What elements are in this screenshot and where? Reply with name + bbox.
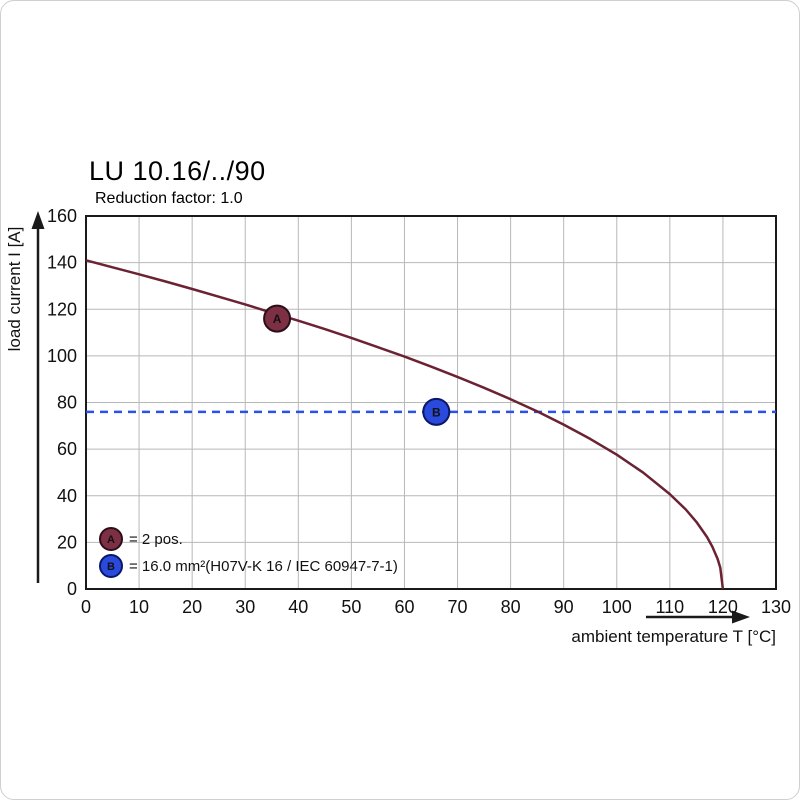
y-tick-label: 100 (47, 346, 77, 366)
x-tick-label: 120 (708, 597, 738, 617)
x-tick-label: 10 (129, 597, 149, 617)
y-tick-label: 20 (57, 532, 77, 552)
svg-text:B: B (107, 561, 115, 573)
x-axis-arrow (646, 610, 750, 624)
svg-text:A: A (107, 534, 115, 546)
derating-curve (85, 259, 725, 590)
tick-labels: 0 10 20 30 40 50 60 70 80 90 100 110 120 130 0 20 40 60 80… (47, 206, 791, 617)
x-tick-label: 0 (81, 597, 91, 617)
x-tick-label: 90 (554, 597, 574, 617)
marker-b: B (422, 397, 451, 426)
y-tick-label: 120 (47, 299, 77, 319)
legend-text: = 16.0 mm²(H07V-K 16 / IEC 60947-7-1) (129, 558, 398, 575)
legend-text: = 2 pos. (129, 531, 183, 548)
x-tick-label: 50 (341, 597, 361, 617)
x-tick-label: 110 (655, 597, 684, 617)
x-tick-label: 60 (394, 597, 414, 617)
y-tick-label: 140 (47, 253, 77, 273)
y-tick-label: 60 (57, 439, 77, 459)
x-tick-label: 70 (448, 597, 468, 617)
x-tick-label: 130 (761, 597, 791, 617)
x-tick-label: 20 (182, 597, 202, 617)
x-axis-title: ambient temperature T [°C] (571, 627, 776, 646)
x-tick-label: 100 (602, 597, 632, 617)
chart-title: LU 10.16/../90 (89, 156, 266, 186)
x-tick-label: 40 (288, 597, 308, 617)
y-axis-arrow (31, 211, 45, 583)
y-tick-label: 160 (47, 206, 77, 226)
x-tick-label: 30 (235, 597, 255, 617)
plot-frame (85, 215, 777, 590)
y-tick-label: 40 (57, 486, 77, 506)
grid-lines (86, 216, 776, 589)
marker-a: A (263, 304, 292, 333)
svg-text:B: B (432, 405, 441, 419)
chart-subtitle: Reduction factor: 1.0 (95, 190, 243, 207)
y-axis-title: load current I [A] (5, 227, 24, 352)
y-tick-label: 0 (67, 579, 77, 599)
legend-item-a: A = 2 pos. (99, 527, 183, 551)
y-tick-label: 80 (57, 393, 77, 413)
legend-item-b: B = 16.0 mm²(H07V-K 16 / IEC 60947-7-1) (99, 554, 398, 578)
x-tick-label: 80 (501, 597, 521, 617)
svg-text:A: A (273, 312, 282, 326)
